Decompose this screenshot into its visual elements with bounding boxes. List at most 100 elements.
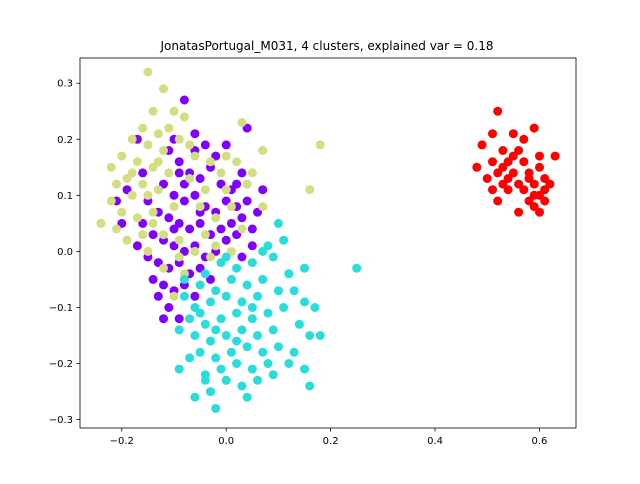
y-axis: −0.3 −0.2 −0.1 0.0 0.1 0.2 0.3 bbox=[49, 79, 80, 426]
data-point bbox=[258, 185, 268, 195]
data-point bbox=[247, 224, 257, 234]
data-point bbox=[143, 67, 153, 77]
data-point bbox=[284, 359, 294, 368]
data-point bbox=[143, 246, 153, 256]
data-point bbox=[117, 151, 127, 161]
data-point bbox=[138, 218, 148, 228]
data-point bbox=[232, 359, 242, 368]
data-point bbox=[138, 179, 148, 189]
data-point bbox=[122, 235, 132, 245]
data-point bbox=[117, 218, 127, 228]
data-point bbox=[200, 140, 210, 150]
data-point bbox=[195, 347, 205, 357]
data-point bbox=[253, 291, 262, 301]
data-point bbox=[112, 224, 121, 234]
x-tick-label: 0.6 bbox=[531, 436, 547, 447]
data-point bbox=[148, 218, 158, 228]
data-points-layer bbox=[96, 67, 560, 413]
data-point bbox=[127, 168, 137, 178]
data-point bbox=[237, 325, 247, 335]
data-point bbox=[190, 129, 200, 139]
data-point bbox=[195, 280, 205, 290]
data-point bbox=[247, 314, 257, 324]
data-point bbox=[221, 291, 231, 301]
y-tick-label: 0.2 bbox=[57, 135, 73, 146]
data-point bbox=[138, 123, 148, 133]
data-point bbox=[488, 185, 497, 195]
data-point bbox=[200, 375, 210, 385]
x-axis: −0.2 0.0 0.2 0.4 0.6 bbox=[110, 428, 547, 447]
data-point bbox=[273, 218, 283, 228]
data-point bbox=[247, 168, 257, 178]
data-point bbox=[216, 168, 226, 178]
data-point bbox=[206, 297, 215, 307]
data-point bbox=[190, 331, 200, 340]
data-point bbox=[169, 190, 179, 200]
data-point bbox=[148, 274, 158, 284]
data-point bbox=[232, 308, 242, 318]
data-point bbox=[206, 252, 215, 262]
data-point bbox=[148, 106, 158, 116]
data-point bbox=[226, 274, 236, 284]
data-point bbox=[185, 314, 195, 324]
data-point bbox=[159, 84, 168, 94]
data-point bbox=[185, 224, 195, 234]
data-point bbox=[190, 151, 200, 161]
data-point bbox=[179, 95, 189, 105]
data-point bbox=[174, 364, 184, 374]
data-point bbox=[237, 381, 247, 391]
data-point bbox=[540, 185, 550, 195]
data-point bbox=[200, 230, 210, 240]
data-point bbox=[200, 269, 210, 279]
data-point bbox=[305, 331, 315, 340]
data-point bbox=[263, 241, 273, 251]
data-point bbox=[514, 207, 524, 217]
data-point bbox=[232, 263, 242, 273]
data-point bbox=[195, 174, 205, 183]
data-point bbox=[273, 342, 283, 352]
data-point bbox=[268, 370, 278, 380]
data-point bbox=[221, 151, 231, 161]
data-point bbox=[477, 140, 487, 150]
data-point bbox=[169, 291, 179, 301]
y-tick-label: −0.1 bbox=[49, 303, 73, 314]
data-point bbox=[508, 151, 518, 161]
data-point bbox=[143, 190, 153, 200]
y-tick-label: 0.0 bbox=[57, 247, 73, 258]
data-point bbox=[305, 381, 315, 391]
data-point bbox=[242, 280, 252, 290]
data-point bbox=[472, 162, 482, 172]
data-point bbox=[159, 280, 168, 290]
data-point bbox=[232, 230, 242, 240]
data-point bbox=[550, 151, 560, 161]
data-point bbox=[508, 129, 518, 139]
data-point bbox=[258, 347, 268, 357]
data-point bbox=[300, 263, 309, 273]
y-tick-label: −0.2 bbox=[49, 359, 73, 370]
data-point bbox=[247, 364, 257, 374]
data-point bbox=[352, 263, 362, 273]
data-point bbox=[132, 241, 142, 251]
data-point bbox=[284, 269, 294, 279]
data-point bbox=[185, 174, 195, 183]
data-point bbox=[237, 168, 247, 178]
data-point bbox=[174, 235, 184, 245]
data-point bbox=[237, 297, 247, 307]
x-tick-label: 0.0 bbox=[218, 436, 234, 447]
data-point bbox=[529, 123, 539, 133]
data-point bbox=[263, 359, 273, 368]
chart-title: JonatasPortugal_M031, 4 clusters, explai… bbox=[160, 39, 494, 53]
data-point bbox=[211, 353, 221, 363]
data-point bbox=[242, 196, 252, 206]
data-point bbox=[258, 202, 268, 212]
data-point bbox=[216, 224, 226, 234]
data-point bbox=[540, 196, 550, 206]
data-point bbox=[179, 291, 189, 301]
data-point bbox=[221, 331, 231, 340]
data-point bbox=[117, 207, 127, 217]
data-point bbox=[206, 387, 215, 397]
data-point bbox=[263, 308, 273, 318]
data-point bbox=[153, 291, 163, 301]
